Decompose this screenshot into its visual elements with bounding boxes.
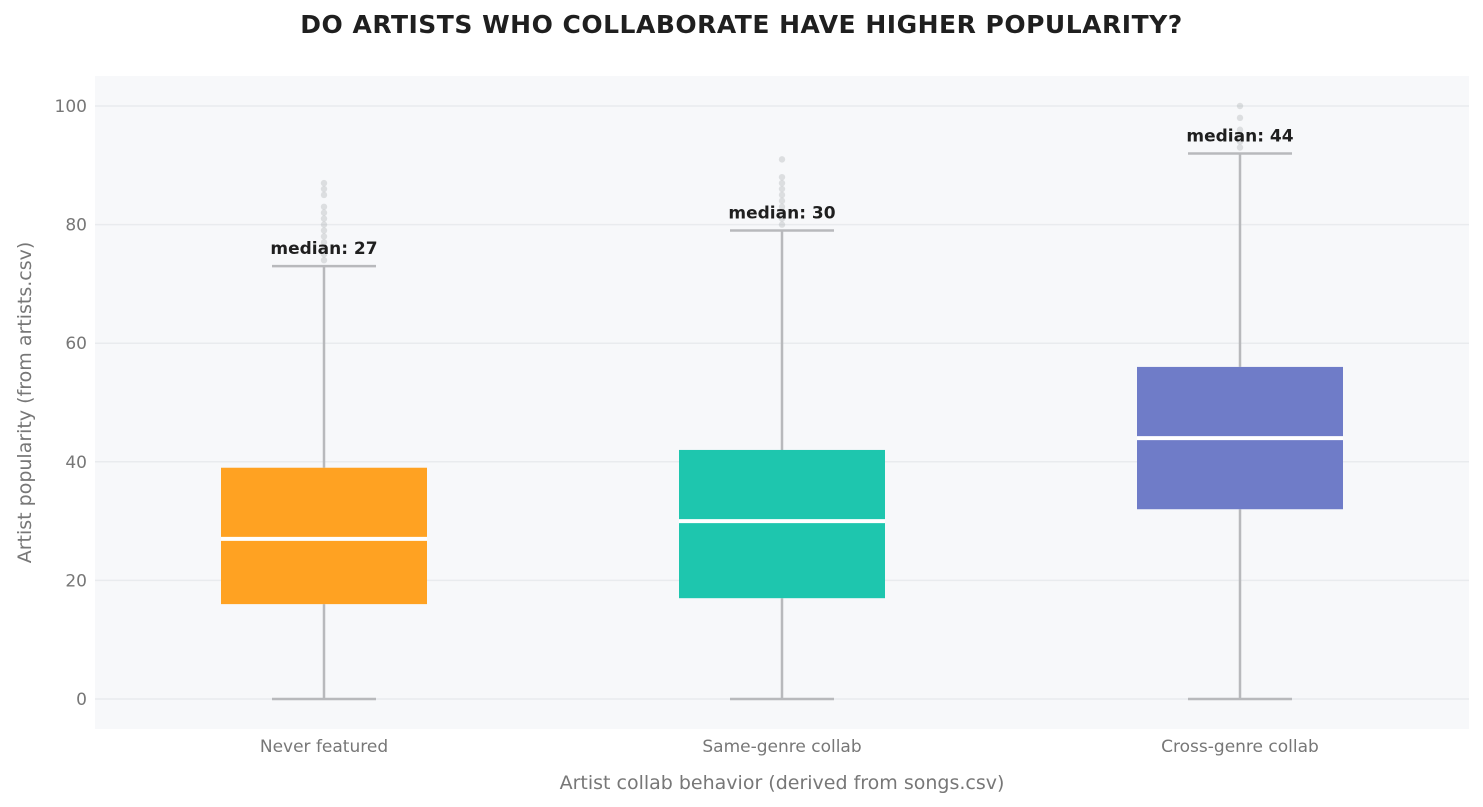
y-tick-label: 80 <box>65 216 87 236</box>
outlier-point <box>320 185 328 193</box>
y-tick-label: 40 <box>65 453 87 473</box>
outlier-point <box>778 215 786 222</box>
median-label: median: 30 <box>728 204 835 224</box>
outlier-point <box>320 179 328 187</box>
median-label: median: 44 <box>1186 126 1293 146</box>
outlier-point <box>320 203 328 211</box>
outlier-point <box>320 245 328 252</box>
iqr-box <box>679 449 885 599</box>
y-tick-label: 20 <box>65 571 87 591</box>
outlier-point <box>320 256 328 264</box>
box-group: median: 30 <box>679 156 885 701</box>
x-tick-label: Cross-genre collab <box>1161 737 1319 757</box>
box-group: median: 44 <box>1137 102 1343 701</box>
outlier-point <box>778 173 786 181</box>
y-axis-label: Artist popularity (from artists.csv) <box>14 242 36 564</box>
outlier-point <box>320 233 328 240</box>
outlier-point <box>320 191 328 199</box>
x-tick-label: Never featured <box>260 737 388 757</box>
outlier-point <box>320 251 328 258</box>
y-tick-label: 0 <box>76 690 87 710</box>
outlier-point <box>778 209 786 216</box>
x-tick-label: Same-genre collab <box>702 737 861 757</box>
median-label: median: 27 <box>270 239 377 259</box>
outlier-point <box>320 215 328 222</box>
outlier-point <box>778 185 786 193</box>
outlier-point <box>1236 126 1244 133</box>
box-group: median: 27 <box>221 179 427 701</box>
outlier-point <box>778 179 786 187</box>
outlier-point <box>320 239 328 246</box>
outlier-point <box>778 197 786 205</box>
outlier-point <box>778 221 786 228</box>
iqr-box <box>221 467 427 605</box>
outlier-point <box>1236 138 1244 145</box>
x-axis-label: Artist collab behavior (derived from son… <box>560 772 1005 794</box>
x-axis-ticks: Never featured Same-genre collab Cross-gen… <box>260 737 1319 757</box>
outlier-point <box>320 209 328 216</box>
outlier-point <box>1236 144 1244 151</box>
outlier-point <box>1236 102 1244 110</box>
outlier-point <box>778 156 786 163</box>
outlier-point <box>320 227 328 234</box>
boxes: median: 27 median: 30 median: 44 <box>221 102 1343 701</box>
outlier-point <box>320 221 328 228</box>
y-tick-label: 100 <box>55 97 87 117</box>
y-tick-label: 60 <box>65 334 87 354</box>
outlier-point <box>778 191 786 199</box>
chart-title: DO ARTISTS WHO COLLABORATE HAVE HIGHER P… <box>300 10 1183 39</box>
outlier-point <box>1236 114 1244 122</box>
outlier-point <box>778 203 786 211</box>
outlier-point <box>1236 132 1244 139</box>
y-axis-ticks: 0 20 40 60 80 100 <box>55 97 87 710</box>
